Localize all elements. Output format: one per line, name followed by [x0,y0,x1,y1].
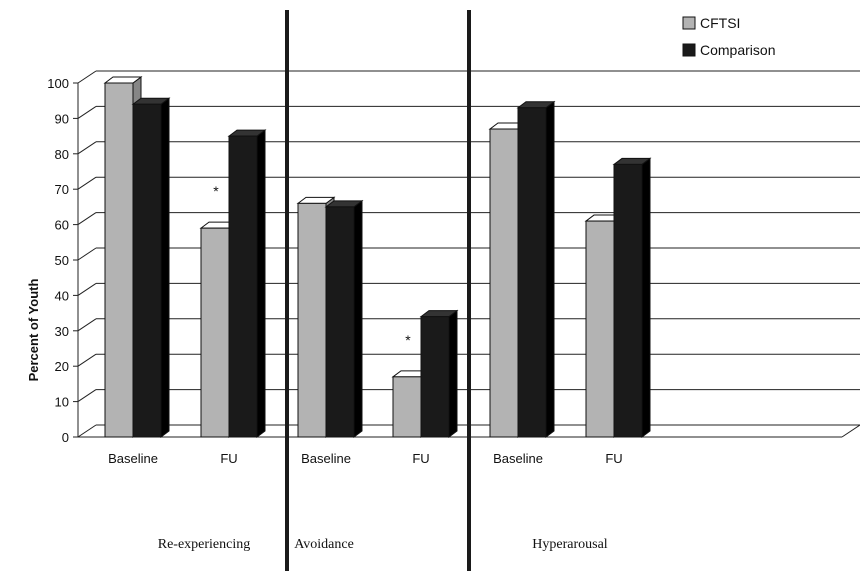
significance-marker: * [213,183,219,199]
y-axis: 0 10 20 30 40 50 60 70 80 90 100 [47,76,79,445]
group-label: Avoidance [294,537,354,552]
bar-comparison-5 [612,157,652,438]
gridline-edge [77,282,97,296]
y-tick-label: 100 [47,76,69,91]
y-tick-label: 40 [55,288,69,303]
bar-front [200,227,230,438]
x-tick-label: FU [605,451,622,466]
bar-front [325,206,355,438]
bar-side [353,199,363,438]
gridline-edge [77,141,97,155]
bar-front [228,135,258,438]
group-label: Re-experiencing [158,537,251,552]
gridline-edge [77,247,97,261]
bar-side [160,97,170,438]
gridline-edge [77,353,97,367]
y-tick-label: 0 [62,430,69,445]
x-tick-label: Baseline [493,451,543,466]
gridline-edge [77,212,97,226]
x-tick-label: Baseline [108,451,158,466]
y-tick-label: 10 [55,395,69,410]
bar-comparison-0 [131,97,171,438]
gridline-edge [77,389,97,403]
bar-side [448,309,458,438]
bar-comparison-1 [227,129,267,438]
group-dividers [285,10,471,571]
legend-swatch [682,16,696,30]
y-tick-label: 90 [55,111,69,126]
bar-comparison-2 [324,199,364,438]
legend: CFTSI Comparison [682,15,775,58]
y-axis-label: Percent of Youth [26,279,41,382]
significance-marker: * [405,332,411,348]
gridline-edge [77,176,97,190]
bar-side [256,129,266,438]
x-tick-label: FU [412,451,429,466]
bar-front [132,103,162,438]
y-tick-label: 50 [55,253,69,268]
y-tick-label: 80 [55,147,69,162]
y-tick-label: 70 [55,182,69,197]
annotations: ** [213,183,411,348]
bar-front [517,107,547,438]
y-tick-label: 60 [55,218,69,233]
bar-side [641,157,651,438]
gridline-edge [77,105,97,119]
x-axis-tick-labels: Baseline FU Baseline FU Baseline FU [108,451,623,466]
y-tick-label: 30 [55,324,69,339]
bar-front [104,82,134,438]
gridline-edge [77,318,97,332]
bar-side [545,100,555,438]
legend-swatch [682,43,696,57]
bar-front [613,163,643,438]
legend-label: CFTSI [700,15,740,31]
bar-front [585,220,615,438]
x-tick-label: Baseline [301,451,351,466]
bars [103,76,652,438]
gridline-edge [77,70,97,84]
bar-front [392,376,422,438]
bar-front [297,202,327,438]
bar-front [489,128,519,438]
bar-comparison-3 [419,309,459,438]
x-tick-label: FU [220,451,237,466]
bar-comparison-4 [516,100,556,438]
gridline-edge [77,424,97,438]
bar-front [420,316,450,438]
y-tick-label: 20 [55,359,69,374]
legend-label: Comparison [700,42,775,58]
group-label: Hyperarousal [532,537,608,552]
group-labels: Re-experiencing Avoidance Hyperarousal [158,537,608,552]
floor-corner [841,424,860,438]
